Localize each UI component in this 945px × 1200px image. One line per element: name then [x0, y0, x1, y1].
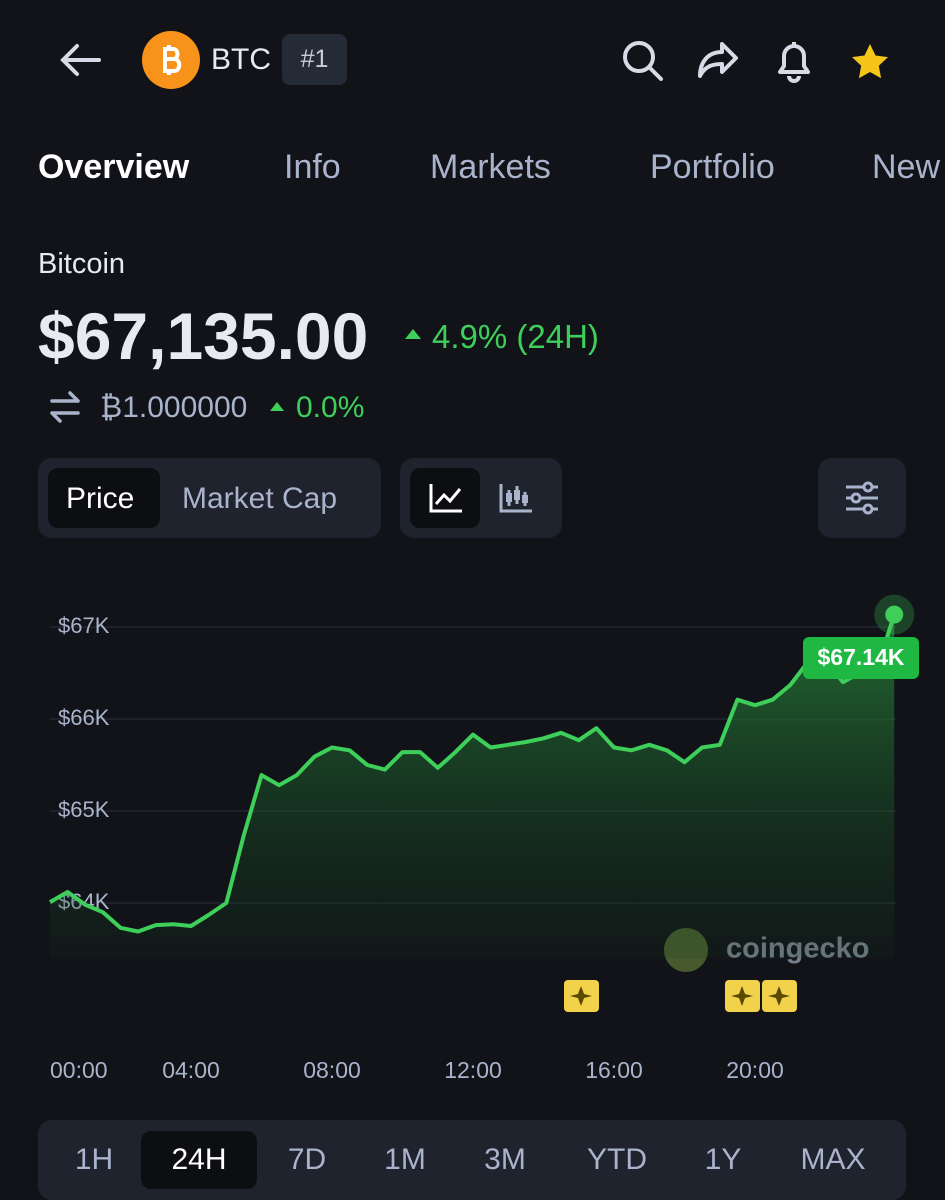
tab[interactable]: Markets	[430, 148, 551, 186]
price-chart: coingecko $64K$65K$66K$67K00:0004:0008:0…	[49, 594, 919, 1083]
symbol: BTC	[211, 43, 271, 76]
settings-button[interactable]	[818, 458, 906, 538]
x-tick-label: 08:00	[303, 1057, 361, 1083]
price: $67,135.00	[38, 299, 369, 373]
range-button[interactable]: 7D	[287, 1143, 327, 1176]
price-badge	[803, 637, 919, 679]
range-button[interactable]: 1Y	[704, 1143, 742, 1176]
y-tick-label: $65K	[58, 797, 110, 822]
btc-change: 0.0%	[296, 391, 365, 424]
price-area	[50, 614, 895, 959]
toggle-option[interactable]: Price	[66, 482, 135, 515]
range-button[interactable]: 24H	[141, 1131, 257, 1189]
price-change: 4.9% (24H)	[432, 318, 599, 355]
bell-icon[interactable]	[774, 38, 814, 84]
coin-logo	[142, 31, 200, 89]
chart-type-toggle	[400, 458, 562, 538]
range-button[interactable]: 1H	[74, 1143, 114, 1176]
y-tick-label: $66K	[58, 705, 110, 730]
sliders-icon	[846, 481, 878, 515]
btc-price: ₿1.000000	[100, 391, 248, 424]
back-button[interactable]	[55, 40, 105, 80]
toggle-option[interactable]: Market Cap	[182, 482, 338, 515]
convert-icon	[50, 391, 80, 423]
x-tick-label: 20:00	[726, 1057, 784, 1083]
range-button[interactable]: MAX	[800, 1143, 866, 1176]
tab[interactable]: Info	[284, 148, 341, 186]
x-tick-label: 12:00	[444, 1057, 502, 1083]
x-tick-label: 04:00	[162, 1057, 220, 1083]
star-icon[interactable]	[850, 42, 890, 80]
up-arrow	[405, 329, 421, 339]
share-icon[interactable]	[696, 40, 740, 80]
coin-name: Bitcoin	[38, 248, 126, 280]
range-button[interactable]: 3M	[484, 1143, 526, 1176]
active-bg	[48, 468, 160, 528]
tab[interactable]: Portfolio	[650, 148, 775, 186]
search-icon[interactable]	[620, 38, 666, 84]
price-line	[49, 613, 897, 934]
price-badge-label: $67.14K	[818, 644, 905, 670]
candle-icon[interactable]	[498, 482, 534, 514]
line-icon	[429, 484, 462, 513]
x-tick-label: 16:00	[585, 1057, 643, 1083]
y-tick-label: $67K	[58, 613, 110, 638]
tab[interactable]: New	[872, 148, 941, 186]
up-arrow	[270, 402, 284, 411]
tab[interactable]: Overview	[38, 148, 190, 186]
x-tick-label: 00:00	[50, 1057, 108, 1083]
metric-toggle: Price Market Cap	[38, 458, 381, 538]
range-button[interactable]: YTD	[587, 1143, 647, 1176]
rank-badge: #1	[282, 34, 347, 85]
last-point	[885, 605, 904, 624]
range-button[interactable]: 1M	[384, 1143, 426, 1176]
event-markers	[564, 980, 797, 1012]
